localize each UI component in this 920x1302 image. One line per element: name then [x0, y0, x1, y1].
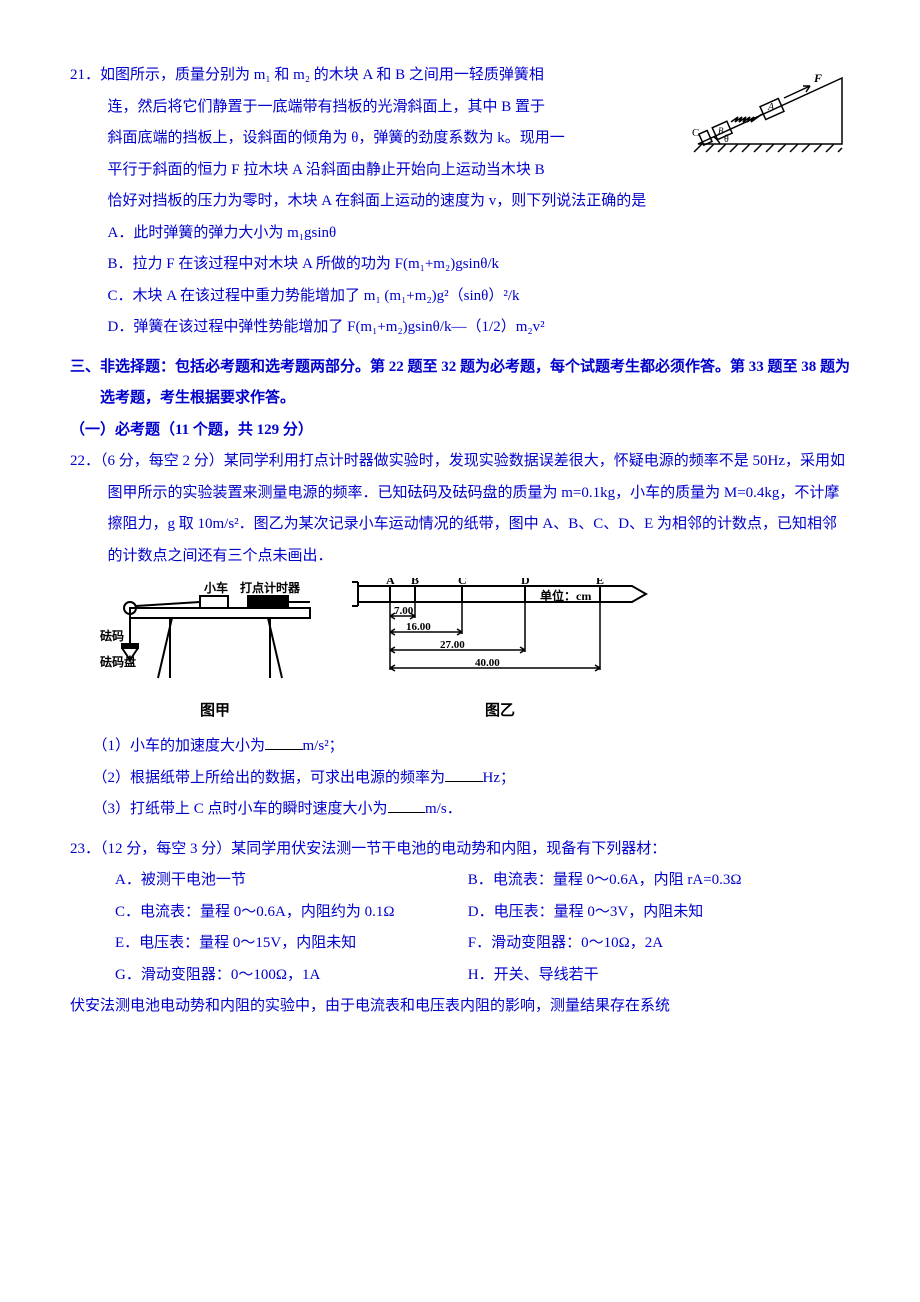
q21-line0: 如图所示，质量分别为 m₁ 和 m₂ 的木块 A 和 B 之间用一轻质弹簧相 [100, 67, 544, 83]
sub-title: （一）必考题（11 个题，共 129 分） [70, 415, 850, 447]
pt-D: D [521, 578, 530, 587]
q21-options: A．此时弹簧的弹力大小为 m₁gsinθ B．拉力 F 在该过程中对木块 A 所… [70, 218, 850, 344]
q22-fig-right: A B C D E 单位：cm 7.00 16.00 27.00 40.00 图… [350, 578, 650, 727]
fig-right-caption: 图乙 [350, 696, 650, 728]
item-D: D．电压表：量程 0～3V，内阻未知 [468, 897, 703, 929]
q21-figure: F A B C θ [690, 64, 850, 172]
q21-stem: F A B C θ 21．如图所示，质量分别为 m₁ 和 m₂ 的木块 A 和 … [70, 60, 850, 218]
item-H: H．开关、导线若干 [468, 960, 599, 992]
item-F: F．滑动变阻器：0～10Ω，2A [468, 928, 663, 960]
pt-C: C [458, 578, 467, 587]
pt-A: A [386, 578, 395, 587]
question-21: F A B C θ 21．如图所示，质量分别为 m₁ 和 m₂ 的木块 A 和 … [70, 60, 850, 344]
dist-16: 16.00 [406, 621, 431, 633]
item-B: B．电流表：量程 0～0.6A，内阻 rA=0.3Ω [468, 865, 742, 897]
q22-p2: （2）根据纸带上所给出的数据，可求出电源的频率为Hz； [70, 763, 850, 795]
q23-number: 23． [70, 841, 100, 857]
pt-E: E [596, 578, 604, 587]
q21-opt-a: A．此时弹簧的弹力大小为 m₁gsinθ [108, 218, 851, 250]
section3-title: 三、非选择题：包括必考题和选考题两部分。第 22 题至 32 题为必考题，每个试… [70, 352, 850, 415]
label-A: A [767, 102, 775, 113]
dist-40: 40.00 [475, 657, 500, 669]
item-A: A．被测干电池一节 [115, 865, 468, 897]
weight-label: 砝码 [100, 628, 124, 643]
label-C: C [692, 127, 699, 139]
pt-B: B [411, 578, 419, 587]
q21-opt-c: C．木块 A 在该过程中重力势能增加了 m₁ (m₁+m₂)g²（sinθ）²/… [108, 281, 851, 313]
question-23: 23．（12 分，每空 3 分）某同学用伏安法测一节干电池的电动势和内阻，现备有… [70, 834, 850, 1023]
label-theta: θ [724, 134, 729, 145]
item-G: G．滑动变阻器：0～100Ω，1A [115, 960, 468, 992]
q23-items: A．被测干电池一节 B．电流表：量程 0～0.6A，内阻 rA=0.3Ω C．电… [70, 865, 850, 991]
pan-label: 砝码盘 [100, 654, 136, 669]
q22-stem: 22．（6 分，每空 2 分）某同学利用打点计时器做实验时，发现实验数据误差很大… [70, 446, 850, 572]
unit-label: 单位：cm [540, 588, 591, 603]
dist-27: 27.00 [440, 639, 465, 651]
fig-left-caption: 图甲 [100, 696, 330, 728]
q21-number: 21． [70, 67, 100, 83]
q22-p1: （1）小车的加速度大小为m/s²； [70, 731, 850, 763]
q22-number: 22． [70, 453, 100, 469]
blank-2 [445, 765, 483, 782]
q22-p3: （3）打纸带上 C 点时小车的瞬时速度大小为m/s． [70, 794, 850, 826]
q22-figures: 小车 打点计时器 砝码 砝码盘 图甲 [70, 578, 850, 727]
dist-7: 7.00 [394, 605, 414, 617]
q21-line4: 恰好对挡板的压力为零时，木块 A 在斜面上运动的速度为 v，则下列说法正确的是 [70, 186, 850, 218]
car-label: 小车 [204, 580, 228, 595]
q21-opt-d: D．弹簧在该过程中弹性势能增加了 F(m₁+m₂)gsinθ/k—（1/2）m₂… [108, 312, 851, 344]
timer-label: 打点计时器 [240, 580, 301, 595]
q21-opt-b: B．拉力 F 在该过程中对木块 A 所做的功为 F(m₁+m₂)gsinθ/k [108, 249, 851, 281]
label-F: F [813, 71, 822, 85]
q23-stem: 23．（12 分，每空 3 分）某同学用伏安法测一节干电池的电动势和内阻，现备有… [70, 834, 850, 866]
blank-3 [388, 797, 426, 814]
question-22: 22．（6 分，每空 2 分）某同学利用打点计时器做实验时，发现实验数据误差很大… [70, 446, 850, 826]
item-C: C．电流表：量程 0～0.6A，内阻约为 0.1Ω [115, 897, 468, 929]
item-E: E．电压表：量程 0～15V，内阻未知 [115, 928, 468, 960]
blank-1 [265, 734, 303, 751]
q23-tail: 伏安法测电池电动势和内阻的实验中，由于电流表和电压表内阻的影响，测量结果存在系统 [70, 991, 850, 1023]
q22-fig-left: 小车 打点计时器 砝码 砝码盘 图甲 [100, 578, 330, 727]
